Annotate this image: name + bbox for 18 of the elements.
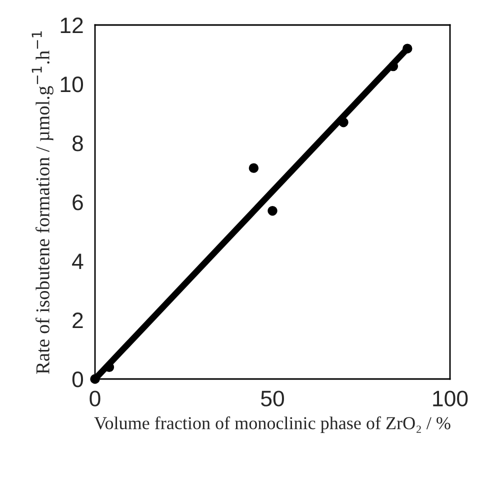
point <box>402 44 412 54</box>
y-tick-label: 10 <box>60 76 84 92</box>
y-tick-label: 8 <box>72 136 83 152</box>
point <box>388 61 398 72</box>
point <box>338 117 348 128</box>
y-tick-label: 12 <box>60 18 83 34</box>
point <box>90 374 100 384</box>
y-tick-label: 0 <box>72 372 84 388</box>
point <box>248 163 259 173</box>
y-tick-label: 4 <box>72 254 84 270</box>
x-tick-label: 0 <box>90 390 100 406</box>
x-tick-label: 100 <box>433 390 468 406</box>
point <box>268 206 278 216</box>
x-axis-title: Volume fraction of monoclinic phase of ZrO₂ / % <box>94 416 450 433</box>
y-tick-label: 2 <box>72 312 83 328</box>
x-tick-label: 50 <box>261 390 284 406</box>
y-tick-label: 6 <box>72 194 83 210</box>
y-axis-title: Rate of isobutene formation / µmol.g$^{−1}$.h$^{−1}$ <box>32 31 54 374</box>
